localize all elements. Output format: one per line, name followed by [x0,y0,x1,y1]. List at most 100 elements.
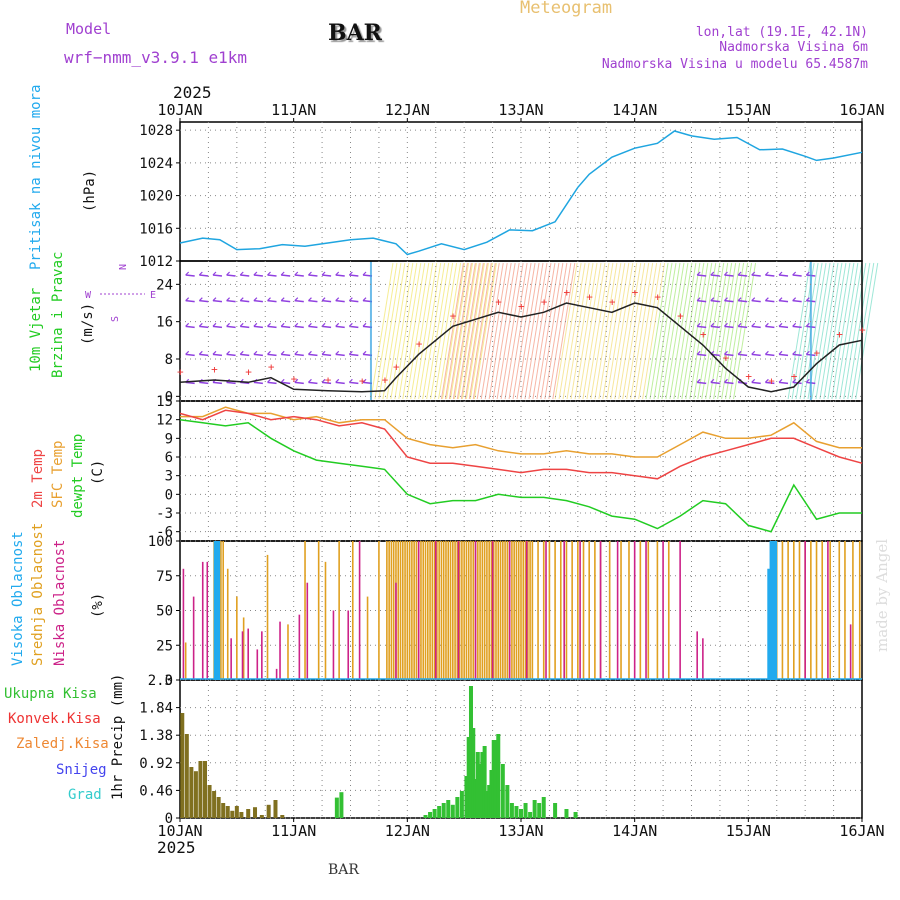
wind-barb [765,353,775,357]
precip-total-bar [564,809,569,818]
precip-total-bar [493,740,498,818]
coords-label: lon,lat (19.1E, 42.1N) [695,25,868,40]
wind-hatch-line [434,262,458,400]
tick-label-y: 6 [165,450,173,466]
precip-total-bar [509,803,514,818]
x-tick-label-top: 10JAN [157,101,202,119]
wind-barb [362,271,367,276]
wind-barb [335,325,345,329]
wind-hatch-line [512,262,536,400]
wind-barb [185,297,190,302]
x-tick-label-top: 15JAN [726,101,771,119]
wind-barb [294,381,304,385]
wind-barb [764,322,769,327]
wind-barb [280,322,285,327]
wind-barb [805,322,810,327]
wind-barb [778,381,789,385]
tick-label-y: 1.84 [139,701,173,717]
precip-conv-bar [180,713,185,818]
wind-barb [198,350,203,355]
tick-label-y: -6 [156,525,173,541]
wind-gust-mark: + [586,291,593,304]
wind-barb [697,353,707,357]
wind-barb [724,381,734,385]
wind-hatch-line [394,262,418,400]
compass-n: N [118,264,129,270]
wind-hatch-line [689,262,713,400]
wind-barb [253,322,258,327]
pressure-line [179,130,863,256]
precip-total-bar [459,791,464,818]
tick-label-y: 1020 [139,189,173,205]
wind-barb [751,350,756,355]
wind-hatch-line [787,262,811,400]
precip-conv-bar [203,761,208,818]
wind-barb [778,378,783,383]
station-title: BAR [328,20,382,46]
wind-barb [322,325,332,329]
tick-label-y: 8 [165,352,173,368]
precip-conv-bar [230,810,235,818]
x-tick-label-bottom: 11JAN [271,822,316,840]
wind-hatch-line [476,262,500,400]
wind-barb [212,274,223,277]
wind-hatch-line [614,262,638,400]
wind-gust-mark: + [177,365,184,378]
wind-barb [226,297,231,302]
wind-gust-mark: + [654,291,661,304]
precip-total-bar [473,779,478,818]
wind-barb [710,381,720,385]
precip-total-bar [466,737,471,818]
wind-barb [348,378,353,383]
precip-total-bar [432,809,437,818]
wind-hatch-line [456,262,480,400]
wind-barb [724,274,734,277]
wind-barb [792,322,797,327]
wind-barb [267,297,271,302]
wind-barb [308,322,312,327]
wind-barb [764,297,769,302]
wind-barb [267,299,277,303]
wind-barb [778,271,783,276]
wind-barb [737,297,742,302]
wind-barb [710,322,715,327]
precip-conv-bar [198,761,203,818]
wind-barb [724,299,734,303]
tick-label-y: 2.3 [148,673,173,689]
wind-barb [253,271,258,276]
wind-barb [738,299,748,303]
wind-hatch-line [649,262,673,400]
wind-barb [267,271,271,276]
panel-precip [176,679,863,819]
wind-barb [185,299,195,303]
wind-hatch-line [414,262,438,400]
wind-hatch-line [465,262,489,400]
wind-gust-mark: + [768,375,775,388]
wind-barb [226,353,236,357]
wind-hatch-line [473,262,497,400]
wind-hatch-line [669,262,693,400]
wind-hatch-line [378,262,402,400]
wind-hatch-line [693,262,717,400]
wind-barb [724,322,728,327]
wind-hatch-line [811,262,835,400]
wind-barb [240,274,250,277]
wind-barb [764,378,769,383]
wind-barb [765,325,775,329]
wind-barb [308,297,312,302]
wind-barb [308,274,318,277]
sfc-temp-line [180,406,862,458]
precip-total-bar [541,797,546,818]
precip-total-bar [532,800,537,818]
wind-hatch-line [496,262,520,400]
wind-gust-mark: + [393,361,400,374]
wind-barb [696,350,701,355]
wind-barb [294,325,304,329]
x-tick-label-top: 16JAN [839,101,884,119]
wind-hatch-line [468,262,492,400]
wind-hatch-line [578,262,602,400]
wind-barb [805,271,810,276]
wind-gust-mark: + [382,374,389,387]
wind-gust-mark: + [723,351,730,364]
legend-grad: Grad [68,787,102,803]
